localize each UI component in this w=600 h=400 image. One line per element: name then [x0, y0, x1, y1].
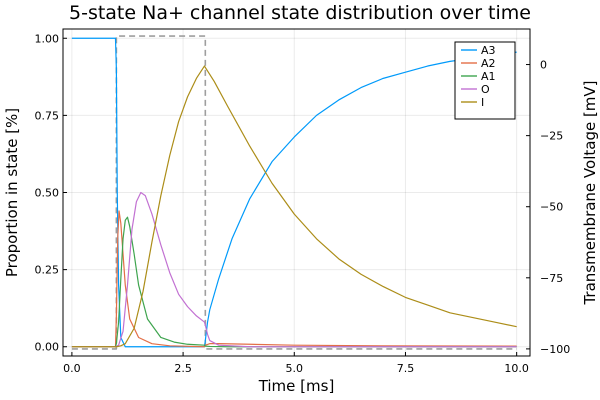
legend-label-i: I	[481, 96, 484, 109]
series-o	[71, 191, 517, 348]
series-i	[71, 65, 517, 348]
y-tick-label-3: 0.75	[35, 109, 60, 122]
x-tick-label-1: 2.5	[174, 362, 192, 375]
y2-tick-label-1: −25	[540, 130, 563, 143]
x-tick-label-2: 5.0	[286, 362, 304, 375]
series-a3	[71, 37, 517, 348]
chart-title: 5-state Na+ channel state distribution o…	[69, 2, 531, 24]
y-tick-label-0: 0.00	[35, 341, 60, 354]
x-axis: 0.0 2.5 5.0 7.5 10.0	[63, 352, 529, 375]
y2-tick-label-3: −75	[540, 272, 563, 285]
legend-box	[454, 41, 516, 120]
x-axis-label: Time [ms]	[258, 377, 335, 395]
voltage-series	[71, 35, 517, 350]
y-axis-left: 0.00 0.25 0.50 0.75 1.00	[35, 32, 67, 354]
y-tick-label-4: 1.00	[35, 32, 60, 45]
series-a2	[71, 210, 517, 348]
y2-tick-label-0: 0	[540, 59, 547, 72]
y-axis-label: Proportion in state [%]	[3, 108, 21, 277]
y-axis-right: 0 −25 −50 −75 −100	[526, 59, 570, 356]
series-a1	[71, 216, 517, 348]
y-tick-label-1: 0.25	[35, 264, 60, 277]
y2-axis-label: Transmembrane Voltage [mV]	[581, 80, 599, 305]
y2-tick-label-2: −50	[540, 201, 563, 214]
x-tick-label-4: 10.0	[504, 362, 529, 375]
legend-label-a3: A3	[481, 44, 496, 57]
series-layer	[71, 35, 517, 350]
legend-label-a1: A1	[481, 70, 496, 83]
legend-label-a2: A2	[481, 57, 496, 70]
legend-label-o: O	[481, 83, 490, 96]
y-tick-label-2: 0.50	[35, 187, 60, 200]
x-tick-label-3: 7.5	[397, 362, 415, 375]
x-tick-label-0: 0.0	[63, 362, 81, 375]
y2-tick-label-4: −100	[540, 343, 570, 356]
